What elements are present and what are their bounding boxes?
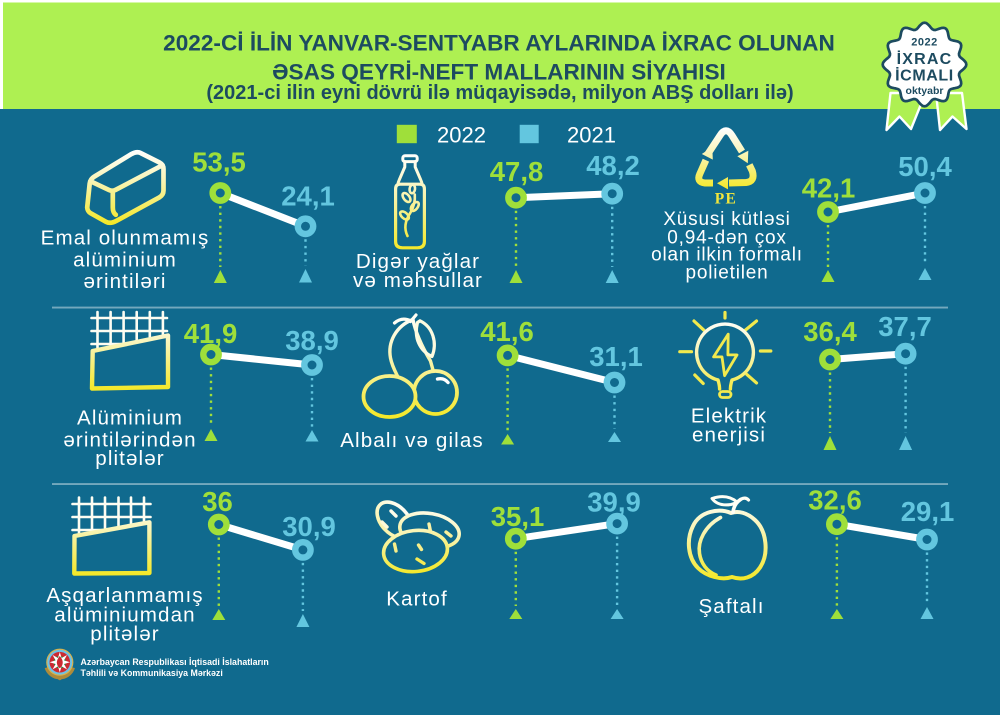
svg-text:42,1: 42,1 (802, 173, 856, 204)
svg-text:2022: 2022 (911, 37, 937, 49)
svg-text:ərintilərindən: ərintilərindən (63, 429, 196, 452)
svg-text:35,1: 35,1 (491, 501, 545, 532)
svg-text:Azərbaycan Respublikası İqtisa: Azərbaycan Respublikası İqtisadi İslahat… (81, 657, 269, 667)
svg-text:İXRAC: İXRAC (897, 50, 953, 68)
svg-text:38,9: 38,9 (285, 325, 339, 356)
svg-text:50,4: 50,4 (898, 151, 952, 182)
svg-text:Təhlili və Kommunikasiya Mərkə: Təhlili və Kommunikasiya Mərkəzi (81, 668, 223, 678)
svg-text:Albalı və gilas: Albalı və gilas (340, 429, 484, 452)
svg-text:PE: PE (715, 191, 738, 208)
svg-text:36: 36 (202, 486, 233, 517)
svg-text:Digər yağlar: Digər yağlar (356, 250, 480, 273)
svg-text:(2021-ci ilin eyni dövrü ilə m: (2021-ci ilin eyni dövrü ilə müqayisədə,… (206, 82, 793, 104)
svg-text:37,7: 37,7 (878, 311, 932, 342)
svg-text:plitələr: plitələr (95, 447, 164, 470)
svg-text:oktyabr: oktyabr (906, 85, 944, 97)
svg-text:İCMALI: İCMALI (895, 67, 954, 85)
svg-text:ƏSAS QEYRİ-NEFT MALLARININ SİY: ƏSAS QEYRİ-NEFT MALLARININ SİYAHISI (272, 60, 726, 85)
svg-text:53,5: 53,5 (192, 146, 246, 177)
svg-text:2022-Cİ İLİN YANVAR-SENTYABR A: 2022-Cİ İLİN YANVAR-SENTYABR AYLARINDA İ… (163, 31, 835, 56)
svg-text:36,4: 36,4 (803, 316, 857, 347)
svg-text:2022: 2022 (437, 123, 486, 148)
svg-text:47,8: 47,8 (490, 156, 544, 187)
svg-text:plitələr: plitələr (90, 623, 159, 646)
svg-text:və məhsullar: və məhsullar (353, 269, 483, 292)
svg-text:30,9: 30,9 (282, 511, 336, 542)
svg-text:alüminiumdan: alüminiumdan (54, 604, 195, 627)
svg-text:48,2: 48,2 (586, 150, 640, 181)
svg-text:0,94-dən çox: 0,94-dən çox (667, 227, 786, 248)
svg-text:Kartof: Kartof (386, 587, 448, 610)
svg-text:enerjisi: enerjisi (692, 423, 766, 446)
svg-text:polietilen: polietilen (686, 263, 769, 284)
svg-text:41,6: 41,6 (480, 316, 534, 347)
svg-text:32,6: 32,6 (808, 485, 862, 516)
svg-text:39,9: 39,9 (587, 487, 641, 518)
svg-text:Şaftalı: Şaftalı (698, 595, 764, 618)
svg-text:41,9: 41,9 (184, 318, 238, 349)
svg-text:24,1: 24,1 (281, 181, 335, 212)
svg-text:Alüminium: Alüminium (77, 407, 183, 430)
svg-text:ərintiləri: ərintiləri (83, 270, 166, 293)
svg-text:2021: 2021 (567, 123, 616, 148)
svg-text:29,1: 29,1 (901, 496, 955, 527)
svg-text:olan ilkin formalı: olan ilkin formalı (651, 245, 803, 266)
svg-text:31,1: 31,1 (589, 341, 643, 372)
svg-text:Elektrik: Elektrik (691, 404, 767, 427)
svg-text:Xüsusi kütləsi: Xüsusi kütləsi (663, 209, 790, 230)
svg-text:alüminium: alüminium (73, 248, 177, 271)
svg-text:Aşqarlanmamış: Aşqarlanmamış (46, 584, 203, 607)
svg-text:Emal olunmamış: Emal olunmamış (41, 226, 210, 249)
